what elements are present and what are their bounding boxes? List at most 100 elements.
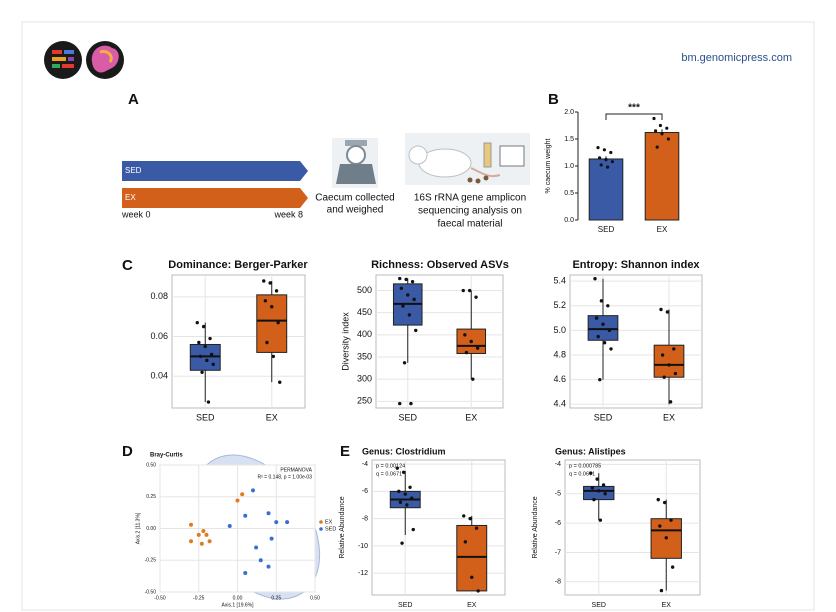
panel-label: C: [122, 257, 133, 274]
box: [584, 486, 614, 499]
data-point: [240, 492, 244, 496]
data-point: [462, 514, 465, 517]
data-point: [408, 313, 411, 316]
data-point: [609, 151, 612, 154]
data-point: [254, 546, 258, 550]
data-point: [404, 278, 407, 281]
y-tick-label: -6: [555, 520, 561, 527]
data-point: [604, 158, 607, 161]
data-point: [608, 329, 611, 332]
data-point: [409, 402, 412, 405]
figure-page: bm.genomicpress.com A B C D E SED EX wee…: [0, 0, 836, 612]
data-point: [270, 305, 273, 308]
legend-label: SED: [325, 526, 336, 532]
chart-title: Genus: Clostridium: [362, 446, 446, 456]
y-tick-label: 400: [357, 329, 372, 339]
box: [257, 295, 287, 353]
data-point: [228, 524, 232, 528]
data-point: [398, 277, 401, 280]
y-tick-label: -10: [358, 543, 368, 550]
data-point: [665, 536, 668, 539]
box: [588, 316, 618, 341]
y-tick-label: 350: [357, 351, 372, 361]
bar: [589, 159, 623, 220]
data-point: [606, 304, 609, 307]
data-point: [411, 280, 414, 283]
data-point: [236, 499, 240, 503]
data-point: [210, 353, 213, 356]
plot-frame: [570, 275, 702, 408]
data-point: [600, 299, 603, 302]
data-point: [205, 533, 209, 537]
annotation: q = 0.0671: [569, 471, 595, 477]
data-point: [598, 378, 601, 381]
y-tick-label: 4.8: [553, 349, 566, 359]
step-text: Caecum collected: [315, 193, 394, 204]
data-point: [468, 289, 471, 292]
significance-label: ***: [628, 103, 640, 114]
data-point: [268, 281, 271, 284]
y-tick-label: -0.25: [145, 558, 157, 564]
x-tick-label: SED: [598, 225, 615, 234]
data-point: [593, 277, 596, 280]
data-point: [262, 279, 265, 282]
y-axis-label: Relative Abundance: [532, 496, 539, 558]
data-point: [412, 528, 415, 531]
data-point: [598, 156, 601, 159]
data-point: [207, 400, 210, 403]
data-point: [403, 361, 406, 364]
data-point: [243, 514, 247, 518]
data-point: [599, 518, 602, 521]
data-point: [603, 148, 606, 151]
data-point: [197, 533, 201, 537]
annotation: q = 0.0671: [376, 471, 402, 477]
data-point: [397, 490, 400, 493]
data-point: [398, 402, 401, 405]
data-point: [251, 488, 255, 492]
data-point: [208, 337, 211, 340]
data-point: [656, 146, 659, 149]
x-tick-label: -0.50: [154, 595, 166, 601]
data-point: [595, 316, 598, 319]
data-point: [669, 518, 672, 521]
legend-swatch: [319, 520, 323, 524]
data-point: [592, 498, 595, 501]
data-point: [462, 289, 465, 292]
data-point: [597, 489, 600, 492]
chart-title: Entropy: Shannon index: [572, 259, 700, 271]
data-point: [200, 542, 204, 546]
data-point: [470, 340, 473, 343]
y-tick-label: 450: [357, 307, 372, 317]
data-point: [265, 341, 268, 344]
y-axis-label: Diversity index: [340, 312, 350, 371]
journal-url[interactable]: bm.genomicpress.com: [681, 52, 792, 64]
y-tick-label: -8: [555, 579, 561, 586]
x-tick-label: SED: [196, 412, 215, 422]
data-point: [672, 347, 675, 350]
step-text: sequencing analysis on: [418, 206, 522, 217]
data-point: [654, 129, 657, 132]
data-point: [399, 501, 402, 504]
data-point: [474, 295, 477, 298]
step-text: 16S rRNA gene amplicon: [414, 193, 526, 204]
data-point: [270, 537, 274, 541]
data-point: [189, 523, 193, 527]
y-tick-label: -4: [555, 461, 561, 468]
annotation: p = 0.00124: [376, 463, 405, 469]
data-point: [189, 539, 193, 543]
data-point: [208, 539, 212, 543]
y-tick-label: -12: [358, 570, 368, 577]
data-point: [404, 492, 407, 495]
x-tick-label: EX: [266, 412, 278, 422]
step-text: and weighed: [327, 205, 384, 216]
chart-title: Dominance: Berger-Parker: [168, 259, 308, 271]
group-arrow: [122, 188, 308, 208]
x-tick-label: SED: [398, 412, 417, 422]
time-label: week 0: [121, 209, 151, 219]
data-point: [205, 359, 208, 362]
data-point: [663, 376, 666, 379]
data-point: [264, 299, 267, 302]
y-tick-label: 4.4: [553, 399, 566, 409]
step-text: faecal material: [437, 219, 502, 230]
y-tick-label: 0.0: [564, 217, 574, 224]
